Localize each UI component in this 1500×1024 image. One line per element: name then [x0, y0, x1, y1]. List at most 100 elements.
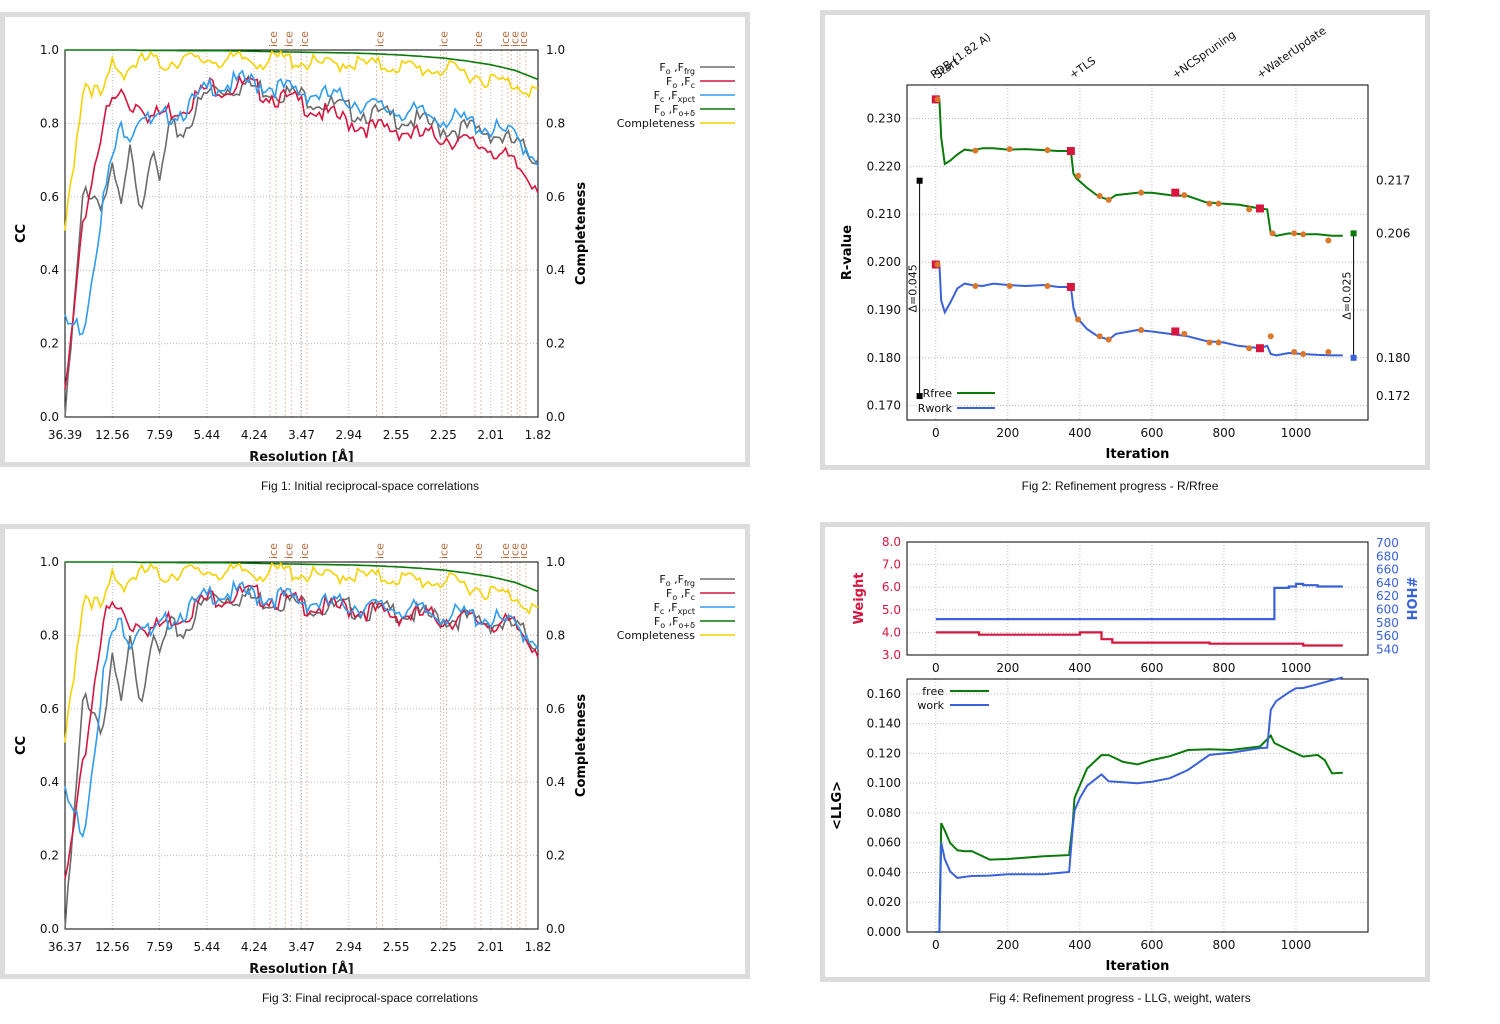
x-tick-label: 12.56: [95, 428, 129, 442]
iteration-marker: [1138, 189, 1145, 196]
series-line-rfree: [935, 98, 1343, 237]
hoh-axis-label: #HOH: [1403, 577, 1418, 621]
x-tick-label: 200: [996, 938, 1019, 952]
y-tick-label: 0.120: [867, 746, 901, 760]
x-tick-label: 2.55: [383, 940, 410, 954]
weight-tick-label: 3.0: [882, 648, 901, 662]
iteration-marker: [1105, 336, 1112, 343]
x-tick-label: 4.24: [241, 940, 268, 954]
y-tick-label: 0.180: [867, 351, 901, 365]
y2-tick-label: 1.0: [546, 555, 565, 569]
x-tick-label: 12.56: [95, 940, 129, 954]
y-tick-label: 0.6: [40, 702, 59, 716]
x-axis-label: Resolution [Å]: [249, 961, 354, 974]
iteration-marker: [1096, 333, 1103, 340]
series-line-free: [935, 733, 1343, 933]
series-line-fofo: [65, 49, 539, 81]
step-marker: [1255, 344, 1264, 353]
series-line-fofc: [64, 74, 539, 390]
y-tick-label: 0.0: [40, 410, 59, 424]
plot-frame: [906, 84, 1369, 421]
x-tick-label: 36.39: [48, 428, 82, 442]
y-tick-label: 0.160: [867, 687, 901, 701]
hoh-tick-label: 620: [1376, 589, 1399, 603]
y2-tick-label: 0.2: [546, 849, 565, 863]
legend-label: Fo ,Ffrg: [659, 573, 695, 588]
x-axis-label: Resolution [Å]: [249, 449, 354, 462]
y-tick-label: 0.4: [40, 775, 59, 789]
hoh-tick-label: 540: [1376, 642, 1399, 656]
y2-axis-label: Completeness: [574, 182, 589, 285]
y-axis-label: CC: [14, 224, 29, 243]
ice-band: [501, 49, 509, 418]
iteration-marker: [1006, 283, 1013, 289]
y-tick-label: 0.230: [867, 112, 901, 126]
ice-label: ice: [437, 543, 450, 559]
ice-band: [284, 561, 292, 930]
iteration-marker: [972, 147, 979, 154]
legend-label: Rwork: [918, 402, 953, 415]
legend-label: Fo ,Fo+δ: [654, 615, 695, 630]
x-tick-label: 1.82: [525, 940, 552, 954]
ice-label: ice: [517, 543, 530, 559]
step-label: +WaterUpdate: [1254, 24, 1328, 82]
x-tick-label: 0: [932, 661, 940, 675]
ice-label: ice: [298, 31, 311, 47]
y-tick-label: 0.6: [40, 190, 59, 204]
y2-tick-label: 0.8: [546, 116, 565, 130]
iteration-marker: [1246, 206, 1253, 213]
delta-label: Δ=0.025: [1341, 271, 1354, 319]
y-tick-label: 0.200: [867, 255, 901, 269]
right-value-label: 0.172: [1376, 389, 1410, 403]
y-tick-label: 0.140: [867, 717, 901, 731]
weight-tick-label: 5.0: [882, 603, 901, 617]
step-marker: [1066, 147, 1075, 156]
ice-label: ice: [282, 543, 295, 559]
iteration-marker: [1269, 230, 1276, 237]
weight-tick-label: 8.0: [882, 535, 901, 549]
step-marker: [1171, 327, 1180, 336]
fig4-chart: 3.04.05.06.07.08.05405605806006206406606…: [830, 535, 1418, 974]
ice-band: [376, 561, 384, 930]
series-line-completeness: [64, 561, 539, 743]
y-tick-label: 0.190: [867, 303, 901, 317]
series-line-hoh: [935, 582, 1343, 621]
weight-tick-label: 4.0: [882, 625, 901, 639]
x-tick-label: 800: [1212, 938, 1235, 952]
ice-label: ice: [282, 31, 295, 47]
x-tick-label: 3.47: [288, 428, 315, 442]
series-line-fofc: [64, 582, 539, 879]
plot-frame: [64, 561, 539, 930]
legend-label: Completeness: [617, 117, 695, 130]
x-tick-label: 5.44: [194, 428, 221, 442]
ice-band: [510, 561, 518, 930]
y-tick-label: 1.0: [40, 43, 59, 57]
y2-tick-label: 0.0: [546, 922, 565, 936]
end-marker: [1350, 354, 1357, 361]
ice-band: [519, 49, 527, 418]
x-tick-label: 2.25: [430, 428, 457, 442]
legend-label: Fo ,Ffrg: [659, 61, 695, 76]
y2-tick-label: 0.0: [546, 410, 565, 424]
x-tick-label: 2.94: [335, 940, 362, 954]
y2-tick-label: 0.6: [546, 702, 565, 716]
top-plot-frame: [906, 541, 1369, 656]
y2-tick-label: 0.4: [546, 775, 565, 789]
series-line-fcfxpct: [64, 579, 539, 839]
y-tick-label: 0.8: [40, 116, 59, 130]
weight-axis-label: Weight: [852, 573, 867, 625]
iteration-marker: [1044, 283, 1051, 289]
x-tick-label: 2.01: [477, 940, 504, 954]
ice-label: ice: [472, 31, 485, 47]
x-tick-label: 2.01: [477, 428, 504, 442]
ice-label: ice: [517, 31, 530, 47]
y-tick-label: 0.2: [40, 849, 59, 863]
ice-band: [474, 49, 482, 418]
x-tick-label: 2.55: [383, 428, 410, 442]
bottom-plot-frame: [906, 678, 1369, 933]
iteration-marker: [1181, 330, 1188, 337]
step-label: +NCSpruning: [1170, 28, 1239, 81]
y-tick-label: 0.080: [867, 806, 901, 820]
iteration-marker: [1138, 327, 1145, 334]
